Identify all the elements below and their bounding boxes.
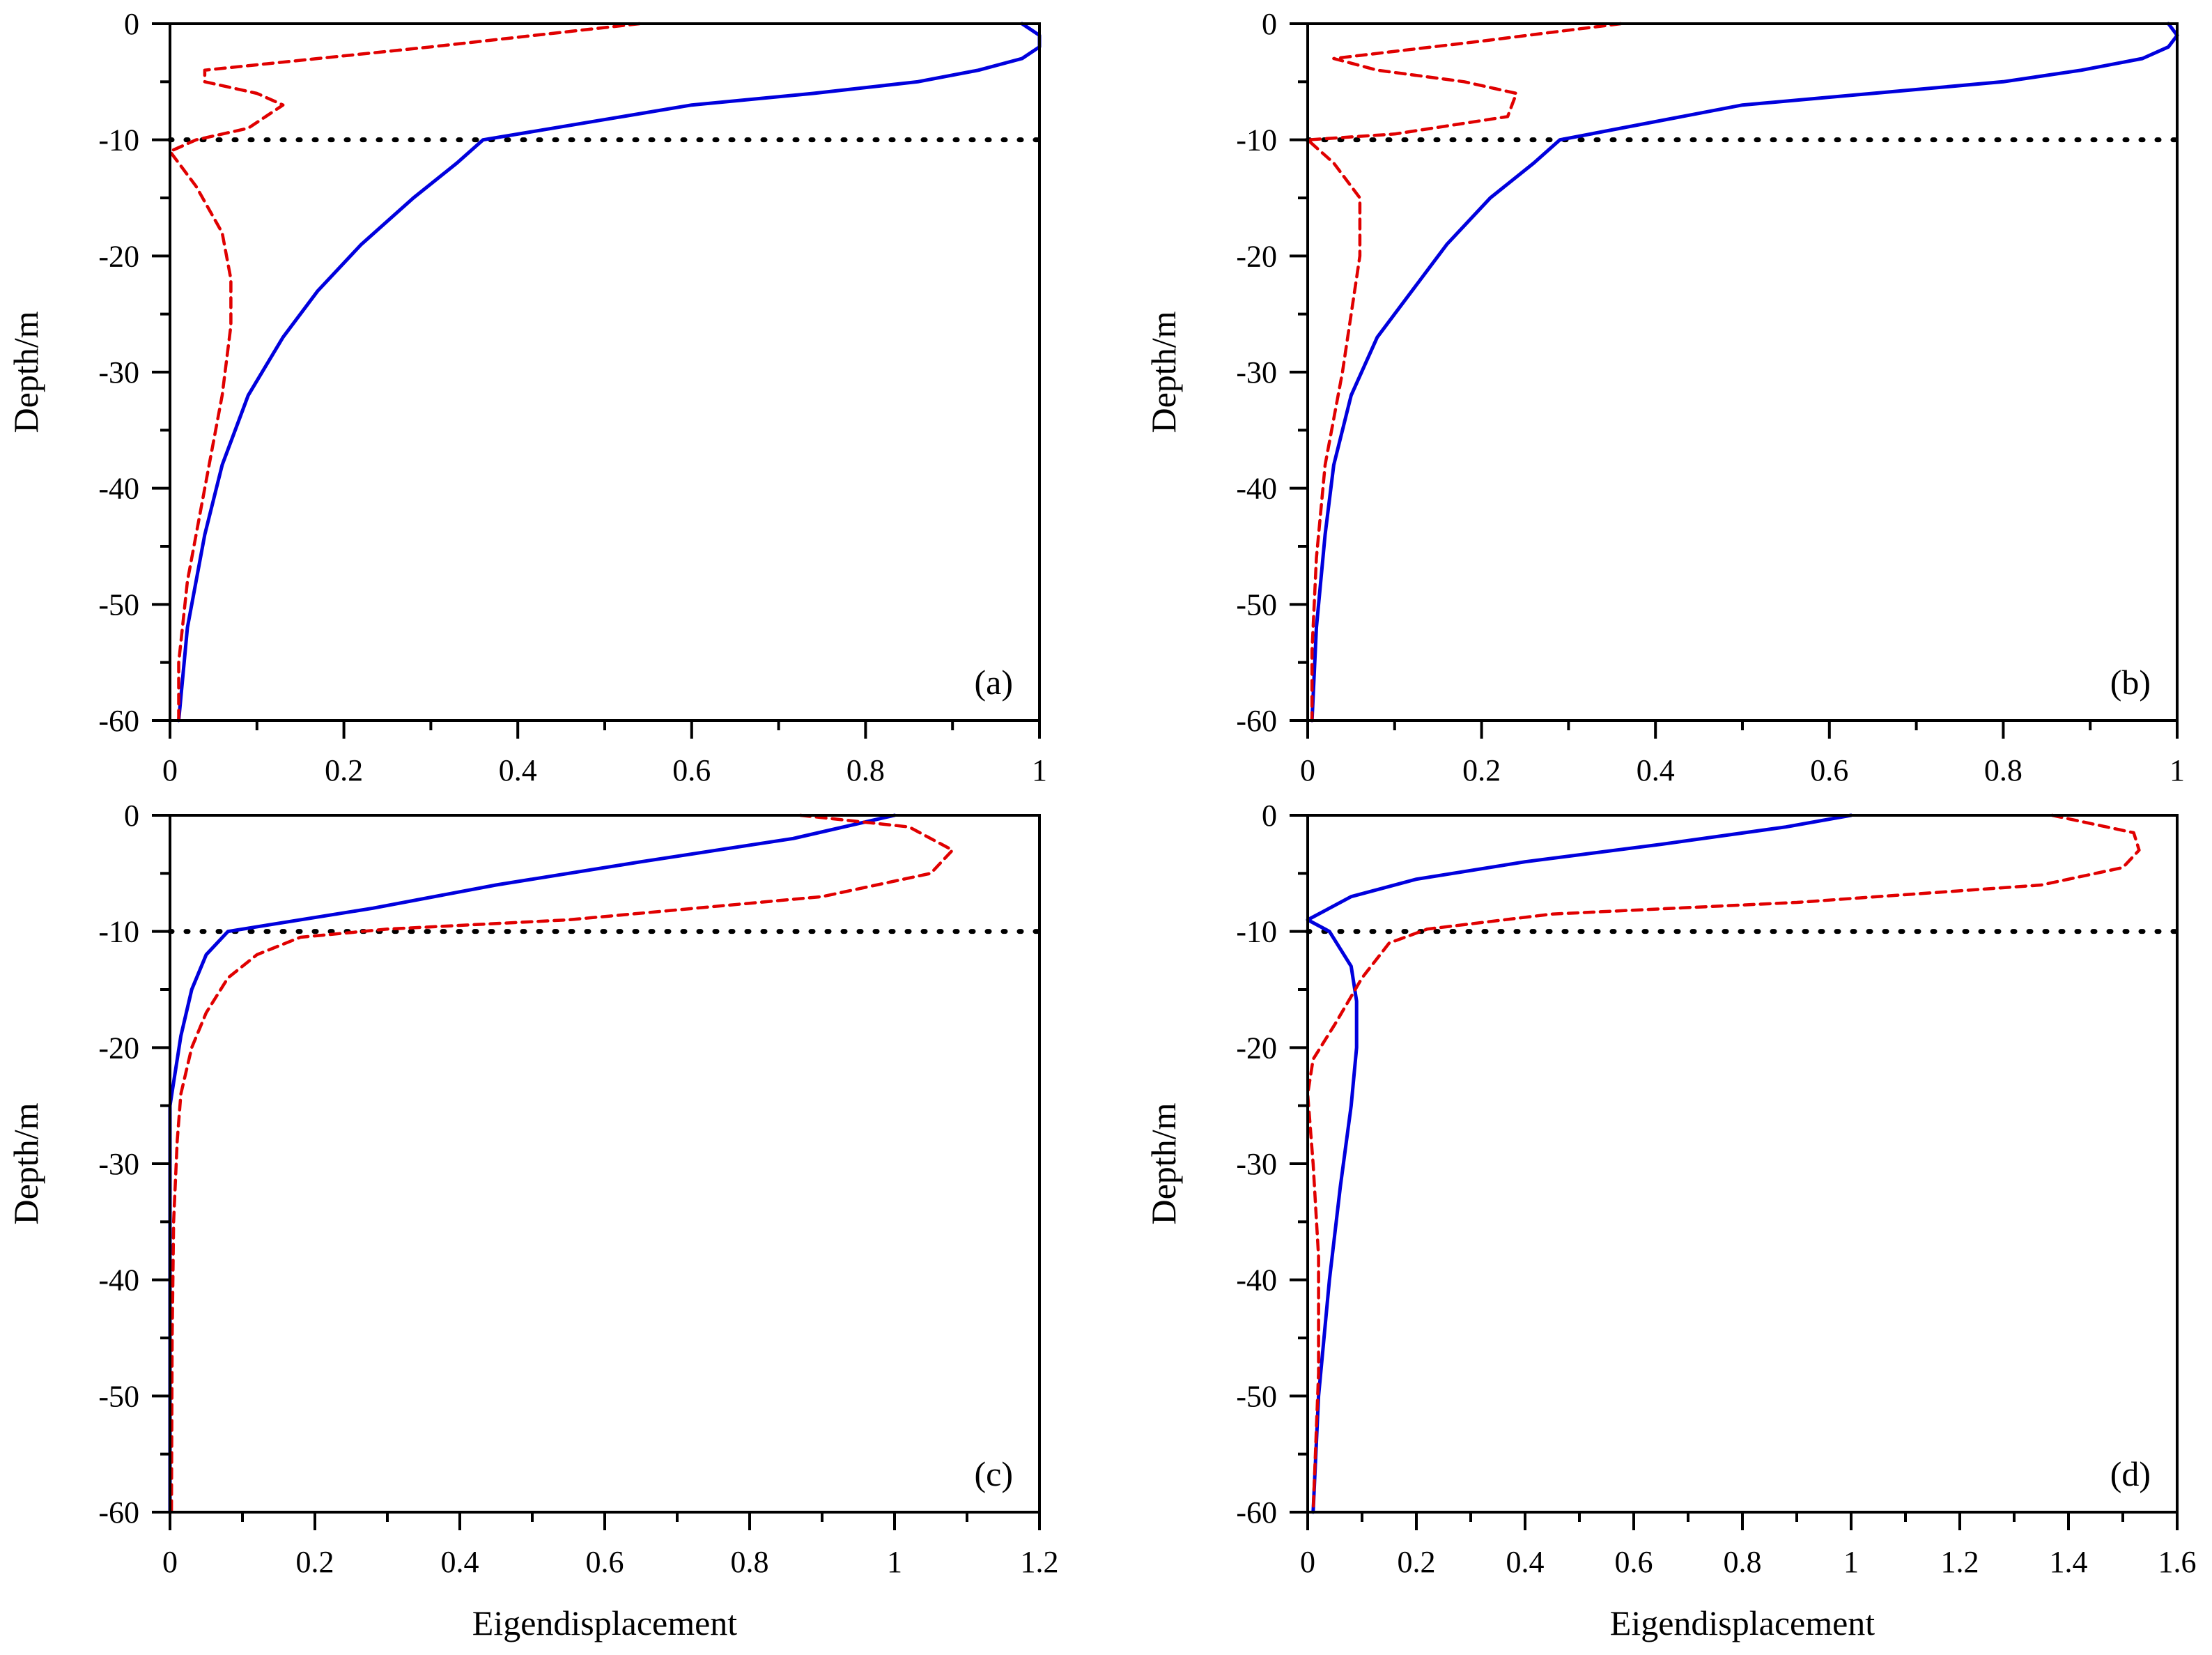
panel-label: (d) xyxy=(2110,1454,2151,1493)
series-line-blue xyxy=(168,813,897,1514)
x-tick-label: 0.4 xyxy=(499,753,537,787)
x-tick-label: 0.6 xyxy=(1615,1545,1653,1579)
y-tick-label: -30 xyxy=(98,355,139,390)
x-tick-label: 0 xyxy=(1300,753,1315,787)
x-tick-label: 0.8 xyxy=(1724,1545,1762,1579)
y-axis-title: Depth/m xyxy=(6,1102,45,1224)
x-tick-label: 0.2 xyxy=(1398,1545,1436,1579)
series-line-red xyxy=(169,813,954,1514)
x-tick-label: 0.8 xyxy=(846,753,885,787)
y-tick-label: -50 xyxy=(1236,1379,1277,1413)
x-tick-label: 0 xyxy=(162,1545,178,1579)
x-tick-label: 0.6 xyxy=(1810,753,1848,787)
series-line-red xyxy=(1306,22,1623,723)
y-axis-title: Depth/m xyxy=(1144,311,1183,433)
y-tick-label: -60 xyxy=(98,1495,139,1530)
x-tick-label: 1.2 xyxy=(1941,1545,1979,1579)
series-line-blue xyxy=(1310,22,2179,723)
x-tick-label: 0.4 xyxy=(1506,1545,1545,1579)
x-tick-label: 1 xyxy=(1843,1545,1859,1579)
y-tick-label: 0 xyxy=(1262,799,1277,833)
x-tick-label: 0.2 xyxy=(1462,753,1501,787)
y-tick-label: -40 xyxy=(98,472,139,506)
y-tick-label: -30 xyxy=(98,1147,139,1181)
x-tick-label: 0.4 xyxy=(441,1545,479,1579)
x-axis-title: Eigendisplacement xyxy=(472,1603,738,1642)
x-tick-label: 1 xyxy=(887,1545,902,1579)
y-tick-label: -50 xyxy=(98,1379,139,1413)
x-tick-label: 0 xyxy=(162,753,178,787)
y-tick-label: -60 xyxy=(98,704,139,738)
plot-frame xyxy=(169,22,1041,722)
y-tick-label: 0 xyxy=(1262,7,1277,41)
series-line-blue xyxy=(1306,813,1853,1514)
y-tick-label: -50 xyxy=(1236,587,1277,622)
panel-c: 0 0.2 0.4 0.6 0.8 1 1.2 0 -10 -20 -30 -40 -50 -60 Dept… xyxy=(6,799,1059,1642)
y-tick-label: -40 xyxy=(98,1263,139,1298)
y-tick-label: -20 xyxy=(1236,1031,1277,1065)
x-tick-label: 0.8 xyxy=(1984,753,2022,787)
series-line-blue xyxy=(177,22,1042,723)
x-tick-label: 0 xyxy=(1300,1545,1315,1579)
panel-b: 0 0.2 0.4 0.6 0.8 1 0 -10 -20 -30 -40 -50 -60 Depth/m… xyxy=(1144,7,2185,787)
x-tick-label: 0.8 xyxy=(731,1545,769,1579)
y-tick-label: -30 xyxy=(1236,1147,1277,1181)
panel-label: (c) xyxy=(975,1454,1014,1493)
x-tick-label: 0.6 xyxy=(672,753,711,787)
y-tick-label: -60 xyxy=(1236,1495,1277,1530)
panel-label: (b) xyxy=(2110,663,2151,702)
x-tick-label: 1 xyxy=(2170,753,2185,787)
panel-label: (a) xyxy=(975,663,1014,702)
x-tick-label: 1.6 xyxy=(2158,1545,2197,1579)
panel-a: 0 0.2 0.4 0.6 0.8 1 0 -10 -20 -30 -40 -50 -60 Depth/m… xyxy=(6,7,1047,787)
y-tick-label: 0 xyxy=(124,799,139,833)
x-tick-label: 0.6 xyxy=(586,1545,624,1579)
x-tick-label: 1 xyxy=(1032,753,1047,787)
y-tick-label: -10 xyxy=(1236,123,1277,157)
y-tick-label: -20 xyxy=(98,239,139,273)
y-axis-title: Depth/m xyxy=(1144,1102,1183,1224)
x-axis-title: Eigendisplacement xyxy=(1610,1603,1875,1642)
x-tick-label: 0.2 xyxy=(325,753,363,787)
y-tick-label: -10 xyxy=(98,123,139,157)
plot-frame xyxy=(1306,814,2179,1514)
x-tick-label: 1.4 xyxy=(2050,1545,2088,1579)
y-tick-label: -50 xyxy=(98,587,139,622)
y-tick-label: -60 xyxy=(1236,704,1277,738)
y-tick-label: -40 xyxy=(1236,472,1277,506)
series-line-red xyxy=(1306,813,2141,1514)
y-tick-label: 0 xyxy=(124,7,139,41)
y-tick-label: -10 xyxy=(1236,915,1277,949)
y-tick-label: -10 xyxy=(98,915,139,949)
y-tick-label: -40 xyxy=(1236,1263,1277,1298)
y-tick-label: -20 xyxy=(98,1031,139,1065)
x-tick-label: 1.2 xyxy=(1021,1545,1059,1579)
panel-d: 0 0.2 0.4 0.6 0.8 1 1.2 1.4 1.6 0 -10 -20 -30 -40 -50 -… xyxy=(1144,799,2197,1642)
y-axis-title: Depth/m xyxy=(6,311,45,433)
series-line-red xyxy=(168,22,642,723)
y-tick-label: -30 xyxy=(1236,355,1277,390)
x-tick-label: 0.4 xyxy=(1637,753,1675,787)
y-tick-label: -20 xyxy=(1236,239,1277,273)
x-tick-label: 0.2 xyxy=(296,1545,334,1579)
